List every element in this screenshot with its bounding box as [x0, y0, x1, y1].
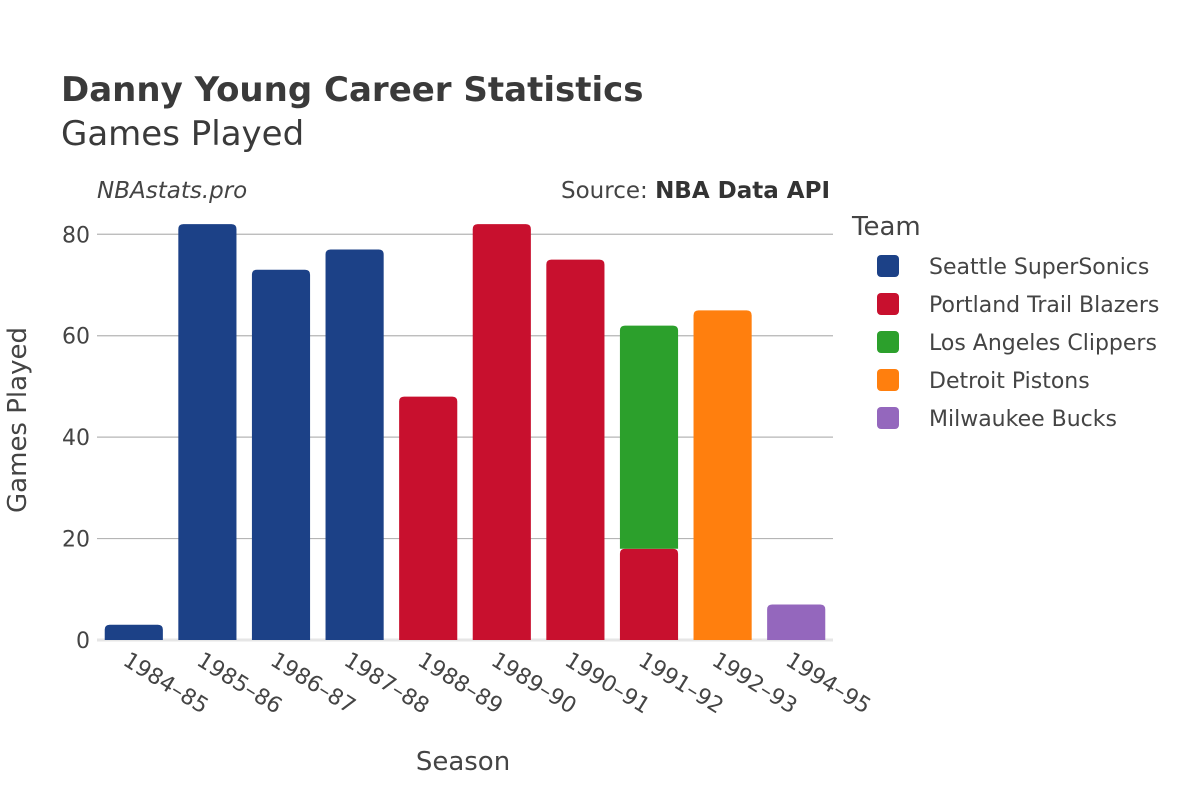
legend-swatch	[877, 331, 899, 353]
bar[interactable]	[325, 249, 384, 641]
x-tick-label: 1994–95	[781, 648, 875, 720]
legend-item-label[interactable]: Portland Trail Blazers	[929, 293, 1159, 318]
bar[interactable]	[251, 269, 311, 640]
y-axis-ticks: 0 20 40 60 80	[62, 223, 90, 654]
source-label: Source:	[561, 178, 656, 204]
y-tick-label: 20	[62, 528, 90, 553]
legend-swatch	[877, 369, 899, 391]
bar[interactable]	[546, 259, 605, 640]
x-axis-ticks: 1984–851985–861986–871987–881988–891989–…	[119, 648, 875, 720]
y-tick-label: 80	[62, 223, 90, 248]
chart-title: Danny Young Career Statistics	[61, 68, 644, 112]
legend-item-label[interactable]: Detroit Pistons	[929, 369, 1090, 394]
bar[interactable]	[619, 325, 679, 549]
legend-swatch	[877, 293, 899, 315]
y-tick-label: 40	[62, 426, 90, 451]
legend-swatch	[877, 407, 899, 429]
y-tick-label: 60	[62, 325, 90, 350]
x-axis-title: Season	[416, 747, 510, 777]
y-axis-title: Games Played	[3, 327, 33, 513]
legend-title: Team	[851, 212, 921, 242]
bar[interactable]	[472, 224, 531, 640]
legend-swatch	[877, 255, 899, 277]
title-suffix: Career Statistics	[312, 70, 644, 110]
legend-item-label[interactable]: Milwaukee Bucks	[929, 407, 1117, 432]
bar[interactable]	[619, 548, 679, 640]
y-tick-label: 0	[76, 629, 90, 654]
legend: Team Seattle SuperSonics Portland Trail B…	[851, 212, 1159, 432]
chart-subtitle: Games Played	[61, 114, 305, 154]
bar[interactable]	[104, 624, 163, 640]
bar[interactable]	[693, 310, 752, 640]
bar[interactable]	[178, 224, 237, 640]
source-credit: Source: NBA Data API	[561, 178, 830, 204]
source-name: NBA Data API	[655, 178, 830, 204]
legend-item-label[interactable]: Los Angeles Clippers	[929, 331, 1157, 356]
player-name: Danny Young	[61, 70, 313, 110]
bars	[104, 224, 826, 641]
bar[interactable]	[767, 604, 826, 641]
site-credit: NBAstats.pro	[97, 178, 248, 204]
bar[interactable]	[399, 396, 458, 640]
legend-item-label[interactable]: Seattle SuperSonics	[929, 255, 1149, 280]
